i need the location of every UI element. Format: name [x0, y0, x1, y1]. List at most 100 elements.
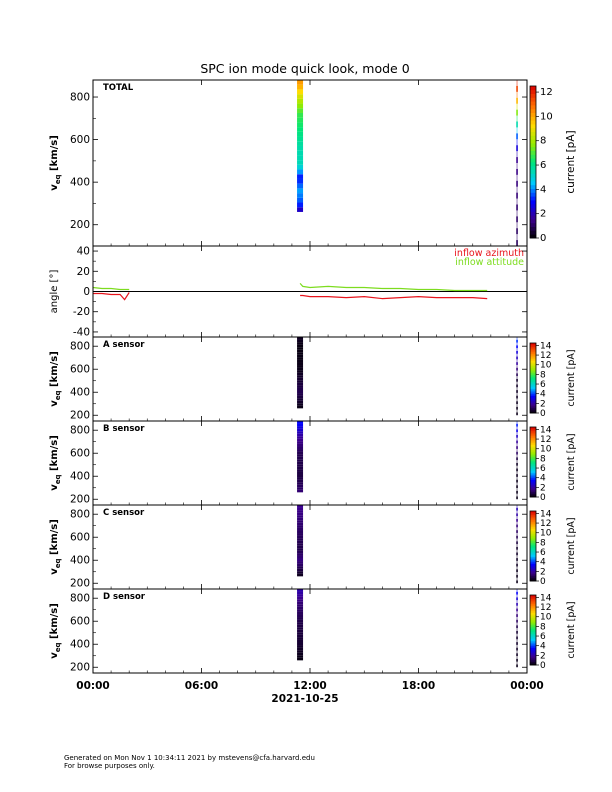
colorbar-step — [530, 537, 536, 540]
spectrogram-cell-B-1-10 — [516, 468, 518, 472]
colorbar-step — [530, 624, 536, 627]
spectrogram-cell-C-0-13 — [297, 540, 304, 544]
spectrogram-cell-D-0-24 — [297, 596, 304, 600]
colorbar-step — [530, 371, 536, 374]
y-tick-label: 200 — [70, 578, 90, 590]
colorbar-step — [530, 617, 536, 620]
colorbar-step — [530, 579, 536, 582]
spectrogram-cell-D-0-4 — [297, 647, 304, 651]
spectrogram-cell-TOTAL-0-11 — [297, 155, 304, 161]
spectrogram-cell-B-1-23 — [516, 432, 518, 435]
colorbar-step — [530, 432, 536, 435]
colorbar-step — [530, 628, 536, 631]
colorbar-step — [530, 116, 536, 121]
spectrogram-cell-C-1-7 — [516, 560, 518, 564]
spectrogram-cell-B-1-8 — [516, 474, 518, 477]
spectrogram-cell-A-1-20 — [516, 356, 518, 360]
colorbar-step — [530, 169, 536, 174]
y-tick-label: 400 — [70, 639, 90, 651]
y-label-subscript: eq — [54, 391, 62, 401]
spectrogram-cell-TOTAL-0-15 — [297, 136, 304, 142]
spectrogram-cell-A-0-2 — [297, 400, 304, 404]
colorbar-step — [530, 463, 536, 466]
colorbar-step — [530, 374, 536, 377]
spectrogram-cell-A-1-7 — [516, 392, 518, 396]
y-tick-label: 600 — [70, 532, 90, 544]
spectrogram-cell-C-0-0 — [297, 573, 304, 577]
y-tick-label: -40 — [73, 326, 90, 338]
spectrogram-cell-TOTAL-0-17 — [297, 127, 304, 132]
spectrogram-cell-C-0-1 — [297, 571, 304, 574]
colorbar-step — [530, 467, 536, 470]
colorbar-tick-label: 14 — [540, 425, 552, 435]
spectrogram-cell-B-0-13 — [297, 456, 304, 460]
spectrogram-cell-B-1-17 — [516, 448, 518, 452]
y-label-subscript: eq — [54, 175, 62, 185]
spectrogram-cell-B-1-9 — [516, 471, 518, 475]
colorbar-step — [530, 547, 536, 550]
y-axis-label-B: veq [km/s] — [49, 435, 62, 491]
colorbar-step — [530, 448, 536, 451]
spectrogram-cell-B-0-15 — [297, 451, 304, 455]
spectrogram-cell-C-1-14 — [516, 541, 518, 545]
colorbar-step — [530, 101, 536, 106]
spectrogram-cell-C-1-27 — [516, 505, 518, 508]
spectrogram-cell-A-1-14 — [516, 373, 518, 377]
spectrogram-cell-B-1-2 — [516, 490, 518, 494]
spectrogram-cell-TOTAL-0-5 — [297, 183, 304, 189]
spectrogram-cell-C-1-19 — [516, 527, 518, 531]
spectrogram-cell-TOTAL-1-12 — [516, 168, 518, 175]
colorbar-step — [530, 476, 536, 479]
colorbar-step — [530, 203, 536, 208]
colorbar-step — [530, 351, 536, 354]
spectrogram-cell-TOTAL-0-18 — [297, 122, 304, 128]
y-label-unit: [km/s] — [49, 351, 60, 390]
colorbar-step — [530, 631, 536, 634]
colorbar-tick-label: 0 — [540, 233, 546, 244]
spectrogram-cell-C-0-25 — [297, 510, 304, 513]
colorbar-step — [530, 658, 536, 661]
colorbar-step — [530, 453, 536, 456]
spectrogram-cell-B-0-23 — [297, 431, 304, 434]
colorbar-step — [530, 490, 536, 493]
spectrogram-cell-B-1-7 — [516, 476, 518, 480]
colorbar-step — [530, 407, 536, 410]
colorbar-tick-label: 10 — [540, 529, 552, 539]
panel-label-A: A sensor — [103, 340, 145, 350]
colorbar-step — [530, 427, 536, 430]
colorbar-step — [530, 558, 536, 561]
legend-entry-0: inflow azimuth — [454, 248, 524, 259]
colorbar-tick-label: 0 — [540, 661, 546, 671]
y-tick-label: 600 — [70, 616, 90, 628]
colorbar-step — [530, 484, 536, 487]
colorbar-step — [530, 469, 536, 472]
spectrogram-cell-C-0-23 — [297, 515, 304, 518]
colorbar-step — [530, 526, 536, 529]
colorbar-step — [530, 645, 536, 648]
spectrogram-cell-C-0-9 — [297, 550, 304, 554]
spectrogram-cell-B-0-5 — [297, 477, 304, 480]
colorbar-tick-label: 12 — [540, 603, 551, 613]
colorbar-step — [530, 640, 536, 643]
colorbar-step — [530, 388, 536, 391]
colorbar-step — [530, 192, 536, 197]
spectrogram-cell-B-1-16 — [516, 451, 518, 455]
spectrogram-cell-D-0-6 — [297, 642, 304, 646]
spectrogram-cell-TOTAL-0-9 — [297, 164, 304, 170]
colorbar-step — [530, 607, 536, 610]
spectrogram-cell-C-1-1 — [516, 577, 518, 581]
spectrogram-cell-C-1-5 — [516, 566, 518, 570]
spectrogram-cell-A-0-4 — [297, 395, 304, 399]
colorbar-step — [530, 637, 536, 640]
y-axis-label-TOTAL: veq [km/s] — [49, 135, 62, 191]
panel-frame-B — [92, 420, 528, 506]
spectrogram-cell-TOTAL-1-14 — [516, 157, 518, 163]
colorbar-tick-label: 6 — [540, 464, 546, 474]
colorbar-frame — [529, 594, 537, 666]
spectrogram-cell-D-0-15 — [297, 619, 304, 623]
colorbar-step — [530, 568, 536, 571]
colorbar-step — [530, 442, 536, 445]
